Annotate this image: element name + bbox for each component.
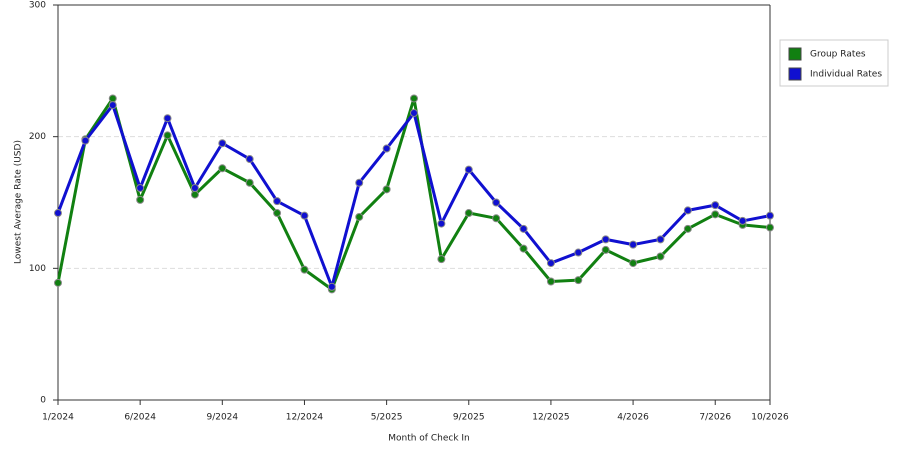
data-point	[245, 155, 254, 164]
data-point	[629, 240, 638, 249]
data-point	[300, 211, 309, 220]
x-tick-label: 5/2025	[371, 413, 403, 423]
data-point	[546, 277, 555, 286]
data-point	[355, 212, 364, 221]
data-point	[683, 206, 692, 215]
data-point	[300, 265, 309, 274]
data-point	[382, 144, 391, 153]
data-point	[382, 185, 391, 194]
data-point	[410, 108, 418, 117]
data-point	[437, 219, 446, 228]
data-point	[492, 198, 501, 207]
data-point	[711, 201, 720, 210]
data-point	[656, 252, 665, 261]
data-point	[574, 248, 583, 257]
x-tick-label: 4/2026	[617, 413, 649, 423]
legend-swatch	[788, 67, 802, 81]
x-tick-label: 9/2025	[453, 413, 485, 423]
y-tick-label: 300	[29, 1, 46, 11]
x-tick-label: 7/2026	[699, 413, 731, 423]
data-point	[738, 216, 747, 225]
data-point	[108, 101, 117, 110]
data-point	[629, 259, 638, 268]
legend-label: Individual Rates	[810, 70, 882, 80]
data-point	[245, 178, 254, 187]
data-point	[683, 224, 692, 233]
data-point	[163, 114, 172, 123]
data-point	[218, 164, 227, 173]
data-point	[136, 184, 145, 193]
data-point	[492, 214, 501, 223]
data-point	[81, 136, 90, 145]
data-point	[766, 223, 774, 232]
data-point	[108, 94, 117, 103]
y-axis-label: Lowest Average Rate (USD)	[14, 140, 24, 264]
x-tick-label: 1/2024	[42, 413, 74, 423]
x-tick-label: 12/2024	[286, 413, 324, 423]
data-point	[190, 184, 199, 193]
x-tick-label: 9/2024	[206, 413, 238, 423]
data-point	[273, 209, 282, 218]
x-axis-label: Month of Check In	[388, 434, 470, 444]
data-point	[136, 195, 145, 204]
data-point	[464, 165, 473, 174]
data-point	[218, 139, 227, 148]
x-tick-label: 6/2024	[124, 413, 156, 423]
data-point	[519, 224, 528, 233]
x-tick-label: 10/2026	[751, 413, 789, 423]
data-point	[464, 209, 473, 218]
data-point	[163, 131, 172, 140]
data-point	[656, 235, 665, 244]
data-point	[410, 94, 418, 103]
data-point	[273, 197, 282, 206]
data-point	[190, 190, 199, 199]
data-point	[54, 209, 62, 218]
y-tick-label: 200	[29, 132, 46, 142]
data-point	[54, 278, 62, 287]
data-point	[601, 235, 610, 244]
series-line	[56, 103, 771, 289]
data-point	[519, 244, 528, 253]
data-point	[766, 211, 774, 220]
data-point	[327, 282, 336, 291]
x-tick-label: 12/2025	[532, 413, 569, 423]
legend-label: Group Rates	[810, 50, 866, 60]
y-tick-label: 0	[40, 396, 46, 406]
legend-swatch	[788, 47, 802, 61]
data-point	[437, 255, 446, 264]
y-tick-label: 100	[29, 264, 46, 274]
data-point	[546, 259, 555, 268]
data-point	[355, 178, 364, 187]
data-point	[711, 210, 720, 219]
data-point	[601, 245, 610, 254]
data-point	[574, 276, 583, 285]
